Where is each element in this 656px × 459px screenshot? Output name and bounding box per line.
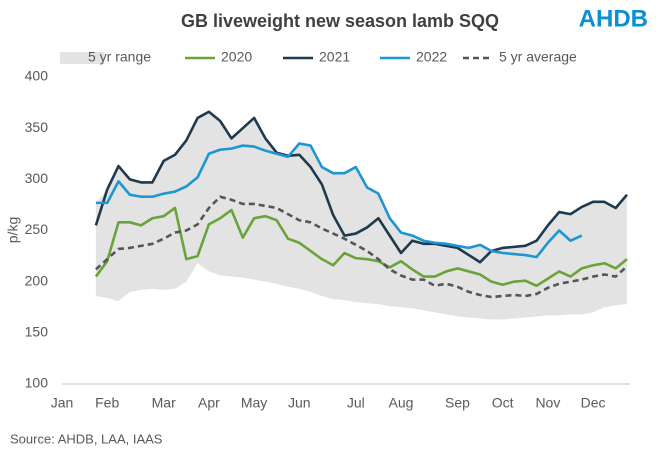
- x-tick-label: Dec: [581, 395, 606, 411]
- legend-label: 5 yr average: [499, 49, 577, 65]
- y-tick-label: 300: [25, 170, 49, 186]
- series-line: [94, 206, 628, 288]
- logo: AHDB: [579, 5, 648, 32]
- legend-label: 5 yr range: [88, 49, 151, 65]
- chart-title: GB liveweight new season lamb SQQ: [181, 11, 499, 31]
- y-tick-label: 400: [25, 68, 49, 84]
- x-tick-label: Jan: [51, 395, 74, 411]
- y-tick-label: 350: [25, 119, 49, 135]
- range-area: [95, 111, 627, 320]
- x-tick-label: Apr: [198, 395, 220, 411]
- x-tick-label: May: [241, 395, 267, 411]
- y-axis-label: p/kg: [5, 217, 21, 243]
- x-tick-label: Aug: [389, 395, 414, 411]
- x-tick-label: Jun: [288, 395, 311, 411]
- source: Source: AHDB, LAA, IAAS: [10, 431, 163, 446]
- x-tick-label: Feb: [95, 395, 119, 411]
- x-tick-label: Sep: [445, 395, 470, 411]
- legend-swatch: [60, 52, 104, 64]
- y-tick-label: 100: [25, 375, 49, 391]
- y-tick-label: 200: [25, 272, 49, 288]
- legend-label: 2021: [319, 49, 350, 65]
- x-tick-label: Mar: [152, 395, 176, 411]
- legend-label: 2022: [416, 49, 447, 65]
- x-tick-label: Nov: [535, 395, 560, 411]
- series-line: [95, 195, 628, 299]
- legend-label: 2020: [221, 49, 252, 65]
- series-line: [94, 110, 628, 264]
- y-tick-label: 150: [25, 324, 49, 340]
- x-tick-label: Oct: [492, 395, 514, 411]
- y-tick-label: 250: [25, 221, 49, 237]
- series-line: [95, 142, 583, 259]
- x-tick-label: Jul: [347, 395, 365, 411]
